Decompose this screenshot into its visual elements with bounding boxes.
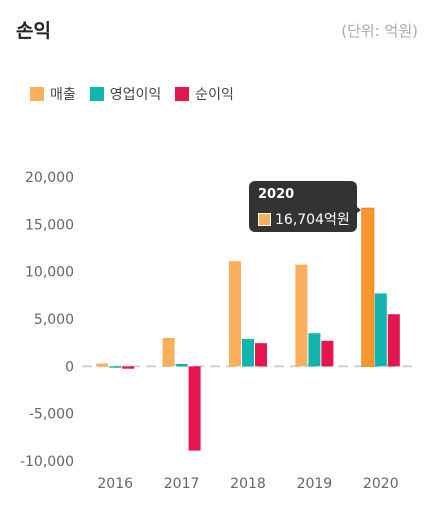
y-tick-label: 20,000 — [25, 170, 74, 186]
x-tick-label: 2018 — [230, 476, 266, 492]
y-tick-label: 5,000 — [34, 312, 74, 328]
bar-2019-series-1[interactable] — [308, 333, 321, 367]
x-tick-label: 2016 — [97, 476, 133, 492]
tooltip-arrow — [353, 204, 361, 216]
y-tick-label: 15,000 — [25, 217, 74, 233]
bar-2018-series-1[interactable] — [242, 338, 254, 367]
legend: 매출 영업이익 순이익 — [30, 84, 248, 104]
y-tick-label: 10,000 — [25, 265, 74, 281]
y-tick-label: -5,000 — [29, 407, 74, 423]
bar-2020-series-1[interactable] — [374, 293, 387, 367]
legend-item-operating-profit[interactable]: 영업이익 — [89, 84, 162, 104]
bar-2018-series-0[interactable] — [229, 261, 241, 367]
bar-2017-series-0[interactable] — [162, 337, 175, 367]
tooltip: 2020 16,704억원 — [249, 181, 361, 232]
bar-2020-series-2[interactable] — [387, 314, 400, 367]
bar-2017-series-1[interactable] — [175, 363, 188, 367]
bar-2016-series-0[interactable] — [96, 363, 109, 367]
legend-swatch-net-profit — [175, 87, 190, 101]
legend-swatch-operating-profit — [89, 87, 104, 101]
bar-2016-series-1[interactable] — [109, 366, 122, 368]
bar-2017-series-2[interactable] — [188, 366, 201, 451]
tooltip-value: 16,704억원 — [275, 212, 350, 228]
y-tick-label: -10,000 — [20, 454, 74, 470]
x-tick-label: 2020 — [363, 476, 399, 492]
tooltip-title: 2020 — [258, 187, 295, 202]
bar-2019-series-2[interactable] — [321, 340, 334, 367]
legend-item-revenue[interactable]: 매출 — [30, 84, 76, 104]
legend-item-net-profit[interactable]: 순이익 — [175, 84, 234, 104]
legend-label-operating-profit: 영업이익 — [109, 87, 162, 103]
bar-2019-series-0[interactable] — [295, 264, 308, 367]
tooltip-swatch — [258, 212, 271, 226]
bar-2018-series-2[interactable] — [255, 343, 267, 367]
x-tick-label: 2019 — [297, 476, 333, 492]
chart-title: 손익 — [16, 20, 51, 42]
y-tick-label: 0 — [65, 359, 74, 375]
legend-label-net-profit: 순이익 — [195, 87, 234, 103]
bar-2016-series-2[interactable] — [122, 366, 135, 369]
legend-swatch-revenue — [30, 87, 44, 101]
x-tick-label: 2017 — [164, 476, 200, 492]
bar-2020-series-0[interactable] — [361, 207, 375, 367]
legend-label-revenue: 매출 — [50, 87, 76, 103]
unit-label: (단위: 억원) — [341, 22, 418, 40]
tooltip-row: 16,704억원 — [258, 209, 350, 229]
